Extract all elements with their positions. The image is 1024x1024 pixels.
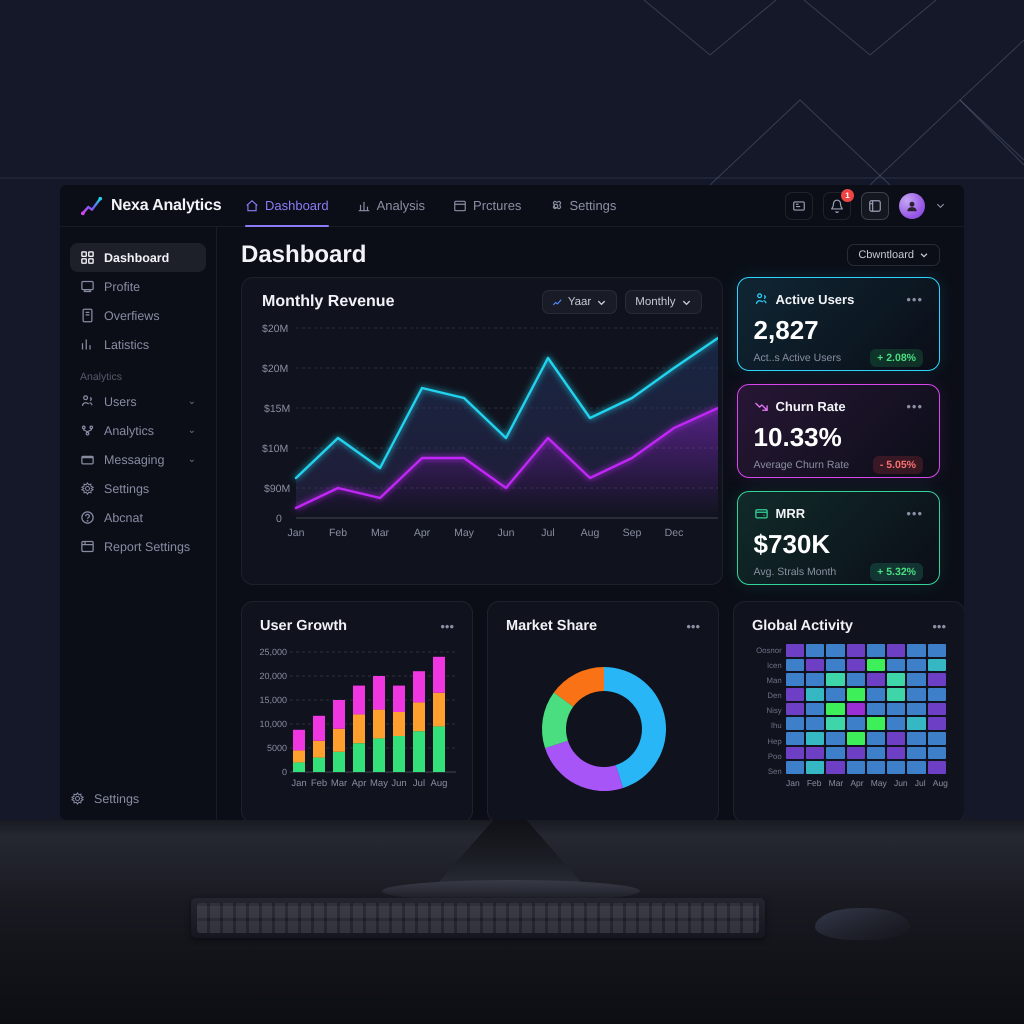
svg-text:$15M: $15M (264, 403, 290, 415)
svg-text:$10M: $10M (262, 443, 288, 455)
svg-text:15,000: 15,000 (260, 695, 287, 705)
svg-text:Mar: Mar (371, 527, 390, 539)
svg-text:Feb: Feb (329, 527, 347, 539)
svg-text:$20M: $20M (262, 363, 288, 375)
svg-text:Dec: Dec (665, 527, 684, 539)
svg-text:Sep: Sep (623, 527, 642, 539)
svg-text:Jul: Jul (413, 778, 425, 789)
svg-text:0: 0 (276, 513, 282, 525)
svg-text:Jan: Jan (288, 527, 305, 539)
svg-text:20,000: 20,000 (260, 671, 287, 681)
svg-text:Jan: Jan (291, 778, 306, 789)
svg-text:Aug: Aug (431, 778, 448, 789)
svg-text:Feb: Feb (311, 778, 327, 789)
svg-text:10,000: 10,000 (260, 719, 287, 729)
svg-text:Apr: Apr (414, 527, 431, 539)
svg-text:Jul: Jul (541, 527, 554, 539)
svg-text:Apr: Apr (352, 778, 367, 789)
svg-text:$20M: $20M (262, 323, 288, 335)
svg-text:5000: 5000 (267, 743, 287, 753)
svg-text:Jun: Jun (498, 527, 515, 539)
svg-text:Mar: Mar (331, 778, 347, 789)
svg-text:Jun: Jun (391, 778, 406, 789)
svg-text:$90M: $90M (264, 483, 290, 495)
svg-text:25,000: 25,000 (260, 647, 287, 657)
svg-text:0: 0 (282, 767, 287, 777)
svg-text:May: May (454, 527, 475, 539)
svg-text:May: May (370, 778, 388, 789)
svg-text:Aug: Aug (581, 527, 600, 539)
